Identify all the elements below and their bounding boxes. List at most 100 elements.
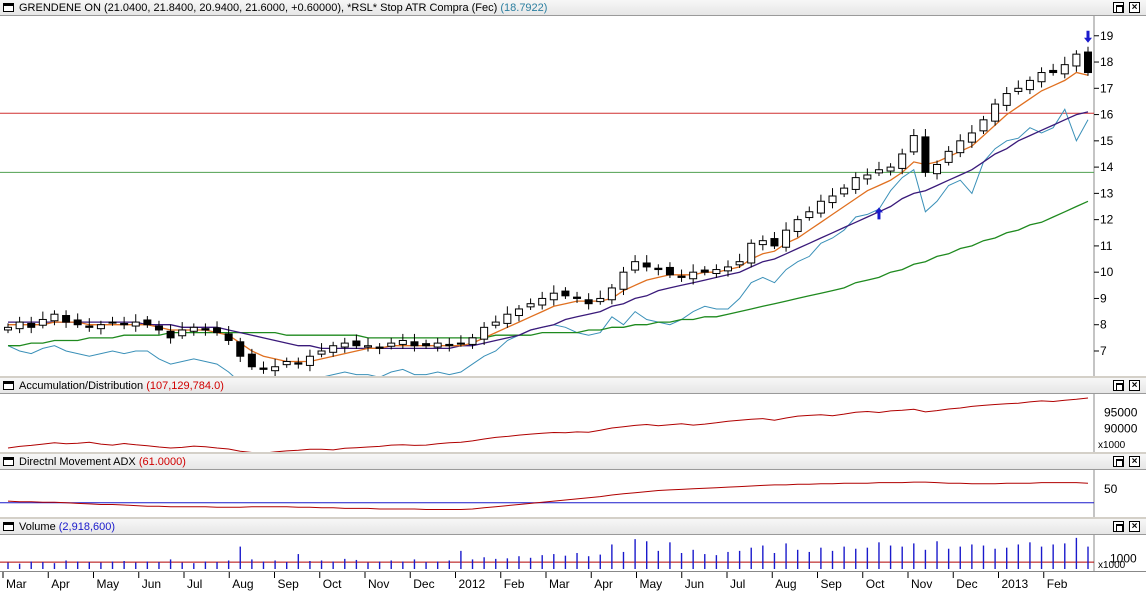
x-tick-label: 2012 [459, 577, 486, 591]
candle-body [166, 330, 175, 339]
volume-pane-title: Volume (2,918,600) [19, 520, 115, 534]
candle-body [921, 136, 930, 173]
candle-body [909, 135, 918, 153]
candle-body [503, 313, 512, 324]
close-pane-button[interactable]: × [1129, 456, 1140, 467]
candle-body [259, 367, 268, 370]
candle-body [50, 313, 59, 322]
candle-body [4, 326, 12, 331]
adx-pane-titlebar: Directnl Movement ADX (61.0000) × [0, 454, 1146, 470]
adx-pane-title: Directnl Movement ADX (61.0000) [19, 455, 186, 469]
candle-body [654, 267, 663, 271]
candle-body [445, 343, 454, 347]
pane-menu-icon[interactable] [3, 3, 14, 12]
y-tick-label: 13 [1100, 186, 1114, 200]
ma-mid-line [8, 111, 1089, 350]
candle-body [631, 261, 640, 271]
x-tick-label: Jun [142, 577, 161, 591]
candle-body [700, 269, 709, 273]
candle-body [1037, 72, 1046, 83]
candle-body [758, 240, 767, 246]
ohlc-values: (21.0400, 21.8400, 20.9400, 21.6000, +0.… [103, 2, 345, 14]
candle-body [73, 319, 82, 326]
adx-pane[interactable]: Directnl Movement ADX (61.0000) × 50 [0, 454, 1146, 517]
price-chart[interactable]: 19 18 17 16 15 14 13 12 11 10 9 8 7 [0, 16, 1146, 376]
y-unit-label: x1000 [1098, 440, 1126, 451]
sell-signal-arrow-icon [1084, 30, 1092, 43]
candle-body [398, 339, 407, 345]
maximize-pane-button[interactable] [1113, 2, 1124, 13]
candle-body [712, 269, 721, 274]
x-tick-label: May [97, 577, 120, 591]
candle-body [282, 360, 291, 366]
candle-body [1049, 69, 1058, 74]
ad-chart[interactable]: 95000 90000 x1000 [0, 394, 1146, 452]
x-tick-label: Apr [594, 577, 613, 591]
candle-body [526, 303, 535, 308]
pane-menu-icon[interactable] [3, 522, 14, 531]
candle-body [213, 327, 222, 334]
close-pane-button[interactable]: × [1129, 521, 1140, 532]
candle-body [956, 140, 965, 154]
x-tick-label: Jul [187, 577, 202, 591]
x-tick-label: Apr [51, 577, 70, 591]
ad-pane[interactable]: Accumulation/Distribution (107,129,784.0… [0, 378, 1146, 452]
candle-body [805, 211, 814, 219]
x-tick-label: 2013 [1002, 577, 1029, 591]
candle-body [189, 326, 198, 332]
y-tick-label: 8 [1100, 318, 1107, 332]
candle-body [236, 341, 245, 357]
candle-body [979, 119, 988, 132]
candle-body [410, 341, 419, 347]
ad-pane-title: Accumulation/Distribution (107,129,784.0… [19, 379, 224, 393]
y-tick-label: 90000 [1104, 422, 1138, 436]
candle-body [724, 266, 732, 272]
candle-body [851, 177, 860, 190]
y-tick-label: 50 [1104, 482, 1118, 496]
ad-indicator-name: Accumulation/Distribution [19, 380, 144, 392]
maximize-pane-button[interactable] [1113, 521, 1124, 532]
candle-body [874, 169, 883, 174]
y-tick-label: 95000 [1104, 406, 1138, 420]
candle-body [573, 296, 582, 299]
adx-chart[interactable]: 50 [0, 470, 1146, 517]
x-tick-label: Feb [1047, 577, 1068, 591]
maximize-pane-button[interactable] [1113, 456, 1124, 467]
volume-pane[interactable]: Volume (2,918,600) × 1000 x1000 [0, 519, 1146, 571]
candle-body [201, 328, 210, 331]
y-tick-label: 1000 [1110, 551, 1137, 565]
candle-body [340, 342, 349, 348]
candle-body [178, 329, 187, 337]
candle-body [770, 238, 779, 247]
candle-body [1084, 51, 1092, 74]
candle-body [607, 287, 616, 301]
y-tick-label: 14 [1100, 160, 1114, 174]
maximize-pane-button[interactable] [1113, 380, 1124, 391]
pane-menu-icon[interactable] [3, 381, 14, 390]
candle-body [933, 163, 942, 175]
price-pane[interactable]: GRENDENE ON (21.0400, 21.8400, 20.9400, … [0, 0, 1146, 376]
x-tick-label: Mar [549, 577, 570, 591]
candle-body [782, 229, 791, 248]
candle-body [317, 350, 326, 355]
indicator-name: *RSL* Stop ATR Compra (Fec) [347, 2, 498, 14]
candle-body [352, 340, 361, 347]
candle-body [549, 292, 558, 301]
candle-body [596, 297, 605, 303]
y-tick-label: 10 [1100, 265, 1114, 279]
candle-body [991, 103, 1000, 122]
x-tick-label: Nov [368, 577, 389, 591]
close-pane-button[interactable]: × [1129, 2, 1140, 13]
candle-body [387, 342, 396, 347]
close-pane-button[interactable]: × [1129, 380, 1140, 391]
y-tick-label: 19 [1100, 29, 1114, 43]
candle-body [143, 319, 152, 326]
x-tick-label: Aug [232, 577, 253, 591]
x-tick-label: Oct [866, 577, 885, 591]
price-pane-title: GRENDENE ON (21.0400, 21.8400, 20.9400, … [19, 1, 547, 15]
candle-body [665, 266, 674, 276]
pane-menu-icon[interactable] [3, 457, 14, 466]
x-tick-label: Oct [323, 577, 342, 591]
candle-body [689, 271, 698, 280]
